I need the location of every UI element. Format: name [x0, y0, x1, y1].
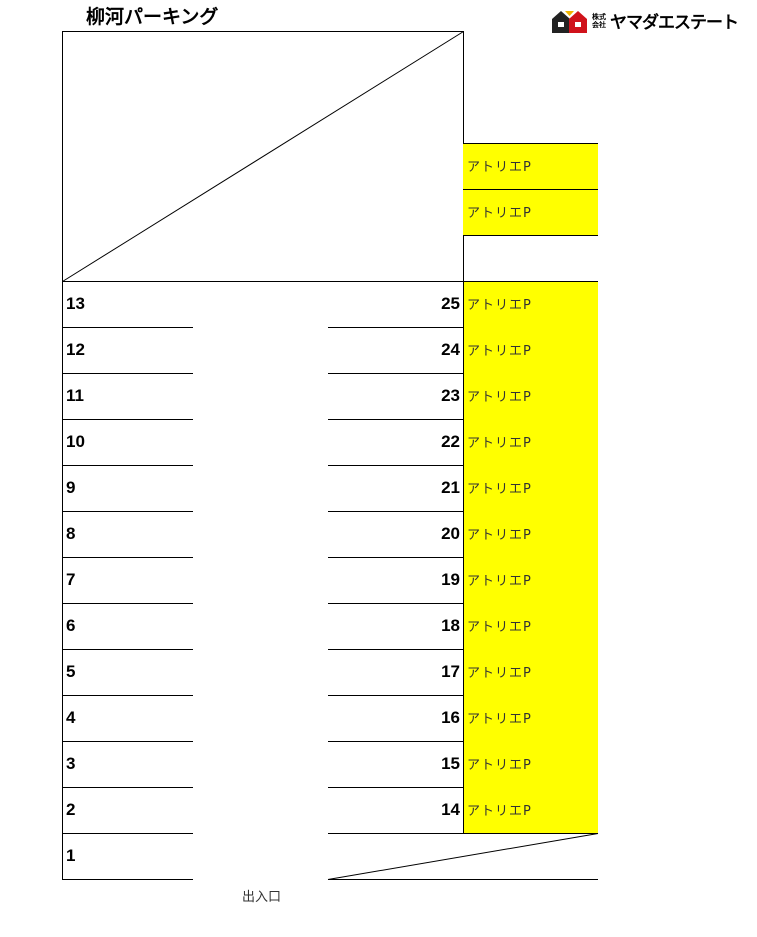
space-number-8[interactable]: 8	[66, 524, 76, 543]
divider	[62, 603, 193, 604]
divider	[62, 327, 193, 328]
reserved-space-16[interactable]: アトリエP	[463, 695, 598, 741]
divider	[463, 235, 598, 236]
divider	[463, 143, 598, 144]
reserved-label: アトリエP	[467, 436, 532, 451]
divider	[62, 649, 193, 650]
divider	[463, 281, 464, 833]
reserved-label: アトリエP	[467, 574, 532, 589]
reserved-label: アトリエP	[467, 390, 532, 405]
reserved-label: アトリエP	[467, 344, 532, 359]
space-number-24[interactable]: 24	[441, 340, 460, 359]
divider	[328, 833, 598, 834]
page-title: 柳河パーキング	[86, 6, 219, 28]
divider	[62, 833, 193, 834]
divider	[62, 787, 193, 788]
divider	[463, 281, 598, 282]
divider	[62, 879, 193, 880]
reserved-space-top[interactable]: アトリエP	[463, 143, 598, 189]
space-number-9[interactable]: 9	[66, 478, 76, 497]
space-number-2[interactable]: 2	[66, 800, 76, 819]
space-number-11[interactable]: 11	[66, 386, 84, 405]
space-number-25[interactable]: 25	[441, 294, 460, 313]
reserved-space-20[interactable]: アトリエP	[463, 511, 598, 557]
reserved-space-22[interactable]: アトリエP	[463, 419, 598, 465]
divider	[62, 281, 63, 879]
divider	[62, 465, 193, 466]
space-number-21[interactable]: 21	[441, 478, 460, 497]
reserved-label: アトリエP	[467, 620, 532, 635]
reserved-label: アトリエP	[467, 758, 532, 773]
reserved-label: アトリエP	[467, 666, 532, 681]
space-number-7[interactable]: 7	[66, 570, 76, 589]
space-number-23[interactable]: 23	[441, 386, 460, 405]
reserved-space-25[interactable]: アトリエP	[463, 281, 598, 327]
space-number-1[interactable]: 1	[66, 846, 76, 865]
reserved-label: アトリエP	[467, 298, 532, 313]
space-number-16[interactable]: 16	[441, 708, 460, 727]
reserved-label: アトリエP	[467, 206, 532, 221]
space-number-17[interactable]: 17	[441, 662, 460, 681]
space-number-10[interactable]: 10	[66, 432, 85, 451]
divider	[62, 557, 193, 558]
reserved-space-21[interactable]: アトリエP	[463, 465, 598, 511]
reserved-space-19[interactable]: アトリエP	[463, 557, 598, 603]
reserved-space-14[interactable]: アトリエP	[463, 787, 598, 833]
divider	[62, 695, 193, 696]
reserved-space-17[interactable]: アトリエP	[463, 649, 598, 695]
space-number-4[interactable]: 4	[66, 708, 76, 727]
space-number-13[interactable]: 13	[66, 294, 85, 313]
space-number-6[interactable]: 6	[66, 616, 76, 635]
reserved-space-15[interactable]: アトリエP	[463, 741, 598, 787]
logo-name: ヤマダエステート	[610, 13, 739, 33]
reserved-space-top[interactable]: アトリエP	[463, 189, 598, 235]
space-number-5[interactable]: 5	[66, 662, 76, 681]
reserved-label: アトリエP	[467, 528, 532, 543]
reserved-space-24[interactable]: アトリエP	[463, 327, 598, 373]
reserved-space-18[interactable]: アトリエP	[463, 603, 598, 649]
reserved-label: アトリエP	[467, 482, 532, 497]
divider	[463, 189, 598, 190]
company-logo: 株式 会社 ヤマダエステート	[552, 8, 739, 33]
divider	[62, 741, 193, 742]
divider	[328, 879, 598, 880]
reserved-label: アトリエP	[467, 712, 532, 727]
bottom-diagonal	[327, 833, 599, 880]
space-number-20[interactable]: 20	[441, 524, 460, 543]
space-number-22[interactable]: 22	[441, 432, 460, 451]
divider	[62, 373, 193, 374]
divider	[62, 511, 193, 512]
space-number-12[interactable]: 12	[66, 340, 85, 359]
space-number-18[interactable]: 18	[441, 616, 460, 635]
space-number-15[interactable]: 15	[441, 754, 460, 773]
top-area-diagonal	[62, 31, 464, 282]
divider	[62, 419, 193, 420]
space-number-19[interactable]: 19	[441, 570, 460, 589]
reserved-label: アトリエP	[467, 804, 532, 819]
divider	[328, 281, 463, 282]
entrance-label: 出入口	[242, 890, 282, 905]
houses-logo-icon	[552, 10, 587, 33]
reserved-space-23[interactable]: アトリエP	[463, 373, 598, 419]
reserved-label: アトリエP	[467, 160, 532, 175]
logo-prefix: 株式 会社	[592, 12, 606, 29]
space-number-3[interactable]: 3	[66, 754, 76, 773]
space-number-14[interactable]: 14	[441, 800, 460, 819]
